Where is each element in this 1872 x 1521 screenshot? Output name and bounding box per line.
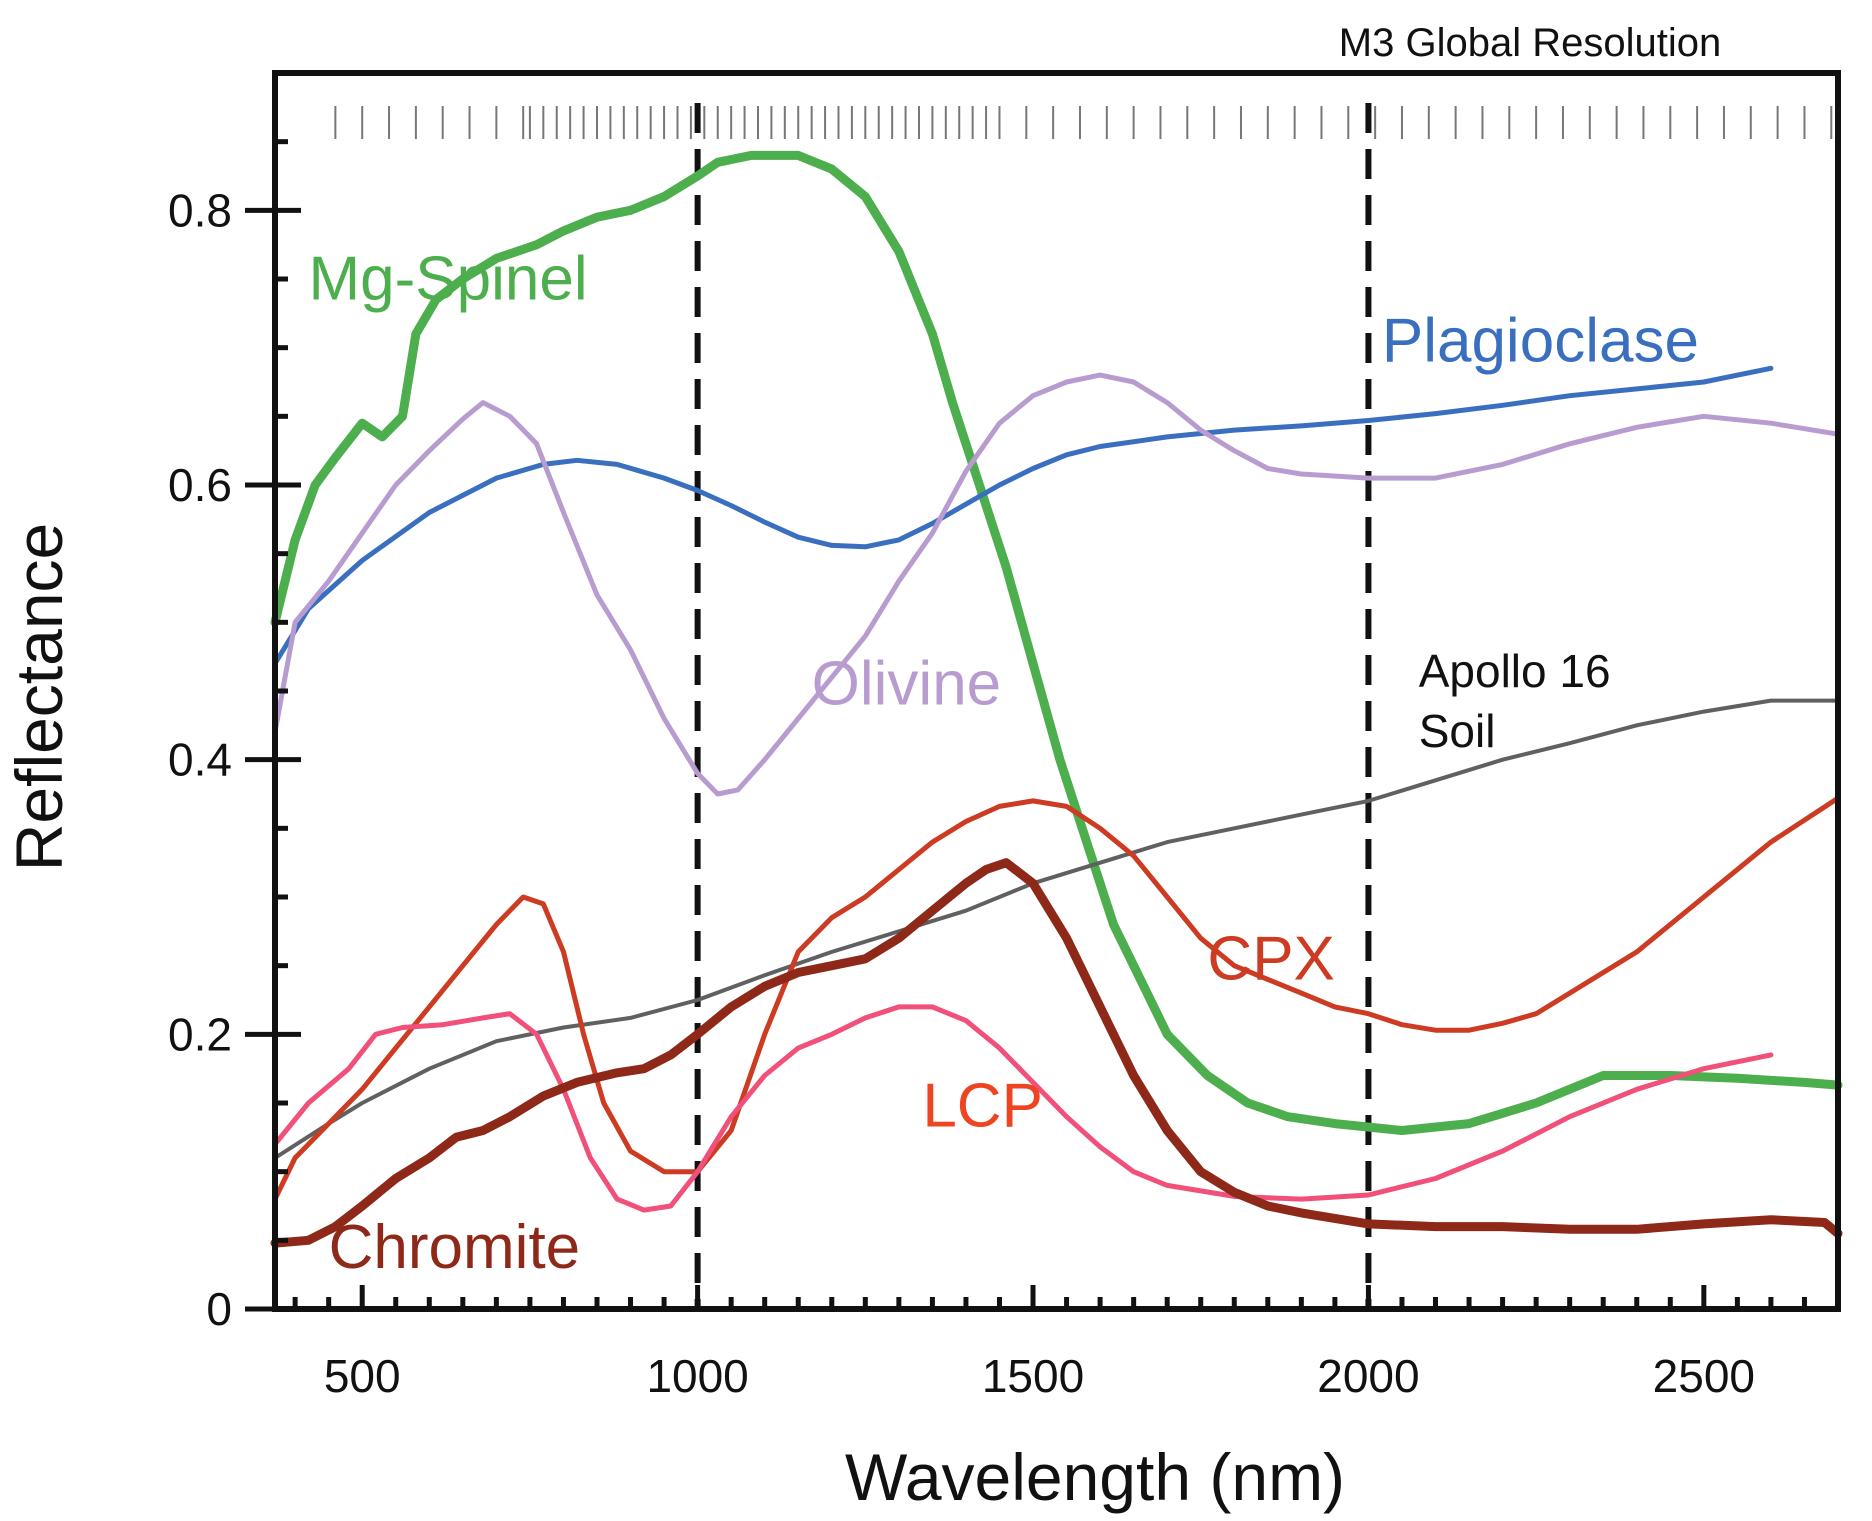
- series-line-lcp: [272, 1004, 1774, 1213]
- series-line-olivine: [272, 372, 1841, 797]
- series-label-chromite: Chromite: [329, 1213, 581, 1282]
- x-tick-label-1000: 1000: [646, 1350, 748, 1402]
- tick-group: 500 1000 1500 2000 2500 0 0.2 0.4 0.6 0.8: [168, 70, 1841, 1402]
- y-axis-label: Reflectance: [2, 523, 76, 872]
- m3-global-resolution-annotation: M3 Global Resolution: [1339, 21, 1721, 65]
- series-line-mg-spinel: [270, 150, 1843, 1135]
- x-tick-label-2500: 2500: [1653, 1350, 1755, 1402]
- series-label-plagioclase: Plagioclase: [1382, 306, 1699, 375]
- y-tick-label-3: 0.6: [168, 459, 232, 511]
- x-tick-label-2000: 2000: [1317, 1350, 1419, 1402]
- x-tick-label-500: 500: [324, 1350, 401, 1402]
- series-label-mg-spinel: Mg-Spinel: [309, 245, 588, 314]
- series-labels-group: Mg-Spinel Plagioclase Olivine Apollo 16 Soil…: [309, 245, 1699, 1282]
- series-line-cpx: [272, 795, 1841, 1202]
- series-label-apollo-16-soil-line1: Apollo 16: [1419, 645, 1611, 697]
- y-tick-label-1: 0.2: [168, 1008, 232, 1060]
- series-label-apollo-16-soil-line2: Soil: [1419, 705, 1496, 757]
- y-tick-label-4: 0.8: [168, 184, 232, 236]
- series-label-cpx: CPX: [1207, 924, 1334, 993]
- x-axis-label: Wavelength (nm): [845, 1440, 1345, 1514]
- series-group: [270, 150, 1843, 1248]
- x-tick-label-1500: 1500: [982, 1350, 1084, 1402]
- series-line-chromite: [270, 858, 1843, 1248]
- y-tick-label-0: 0: [206, 1283, 232, 1335]
- series-label-lcp: LCP: [922, 1071, 1043, 1140]
- dashed-lines-group: [694, 103, 1372, 1309]
- y-tick-label-2: 0.4: [168, 734, 232, 786]
- m3-bands-group: [334, 106, 1833, 139]
- series-label-olivine: Olivine: [812, 650, 1002, 719]
- series-line-plagioclase: [272, 365, 1774, 666]
